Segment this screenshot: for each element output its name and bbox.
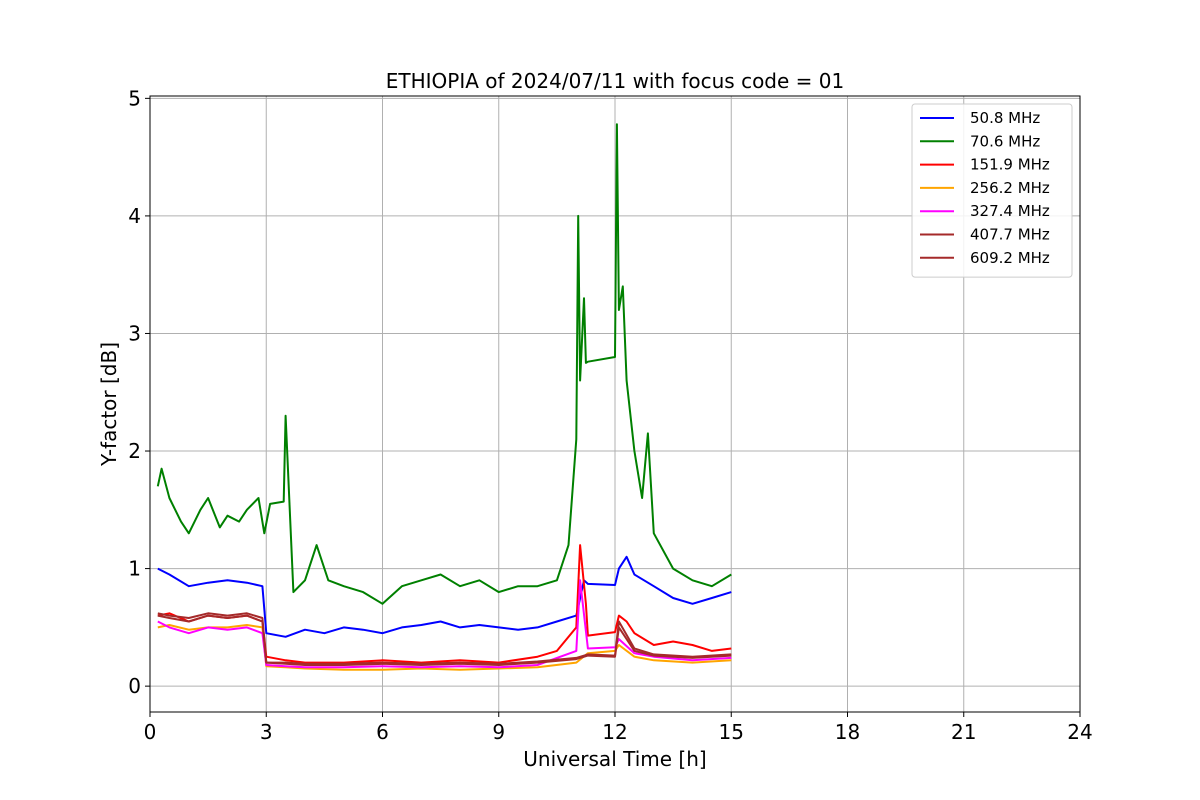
- grid: [149, 96, 1081, 712]
- y-axis: 0 1 2 3 4 5: [128, 86, 150, 698]
- x-tick-label: 6: [376, 720, 389, 744]
- series-line-5: [157, 614, 732, 666]
- y-tick-label: 0: [128, 674, 141, 698]
- x-axis-label: Universal Time [h]: [523, 747, 706, 771]
- chart-title: ETHIOPIA of 2024/07/11 with focus code =…: [386, 69, 844, 93]
- series-line-4: [157, 579, 732, 669]
- x-tick-label: 21: [951, 720, 976, 744]
- y-axis-label: Y-factor [dB]: [97, 342, 121, 467]
- x-axis: 0 3 6 9 12 15 18 21 24: [144, 712, 1093, 744]
- y-tick-label: 1: [128, 557, 141, 581]
- legend-label: 151.9 MHz: [970, 156, 1050, 174]
- legend-label: 50.8 MHz: [970, 109, 1040, 127]
- x-tick-label: 15: [719, 720, 744, 744]
- legend-label: 327.4 MHz: [970, 202, 1050, 220]
- series-line-6: [157, 612, 732, 665]
- y-tick-label: 2: [128, 439, 141, 463]
- legend-label: 609.2 MHz: [970, 249, 1050, 267]
- legend-label: 256.2 MHz: [970, 179, 1050, 197]
- y-tick-label: 5: [128, 86, 141, 110]
- x-tick-label: 18: [835, 720, 860, 744]
- series-line-1: [156, 123, 732, 605]
- x-tick-label: 9: [492, 720, 505, 744]
- y-tick-label: 4: [128, 204, 141, 228]
- x-tick-label: 24: [1067, 720, 1092, 744]
- legend: 50.8 MHz 70.6 MHz 151.9 MHz 256.2 MHz 327.4…: [911, 103, 1073, 278]
- series-line-3: [157, 624, 732, 671]
- y-tick-label: 3: [128, 321, 141, 345]
- series-line-0: [157, 555, 732, 638]
- series-layer: [156, 123, 732, 671]
- x-tick-label: 12: [602, 720, 627, 744]
- legend-label: 407.7 MHz: [970, 226, 1050, 244]
- legend-label: 70.6 MHz: [970, 132, 1040, 150]
- x-tick-label: 3: [260, 720, 273, 744]
- x-tick-label: 0: [144, 720, 157, 744]
